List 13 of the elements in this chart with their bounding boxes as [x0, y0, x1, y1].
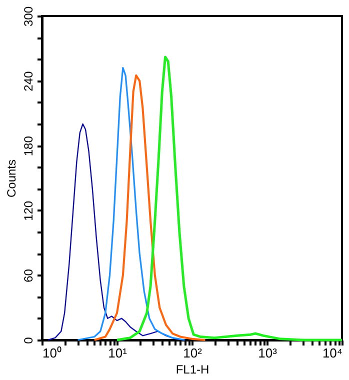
x-tick-label: 10³	[258, 346, 278, 360]
y-axis-title: Counts	[4, 159, 18, 198]
x-tick-label: 10²	[183, 346, 203, 360]
y-tick-label: 300	[22, 6, 36, 27]
y-tick-label: 0	[22, 336, 36, 344]
x-tick-label: 10⁰	[42, 346, 62, 360]
x-axis-title: FL1-H	[176, 362, 210, 376]
y-tick-label: 60	[22, 268, 36, 282]
y-tick-label: 180	[22, 136, 36, 156]
x-tick-label: 10¹	[108, 346, 128, 360]
y-tick-label: 120	[22, 200, 36, 221]
y-tick-label: 240	[22, 70, 36, 92]
x-tick-label: 10⁴	[322, 346, 342, 360]
